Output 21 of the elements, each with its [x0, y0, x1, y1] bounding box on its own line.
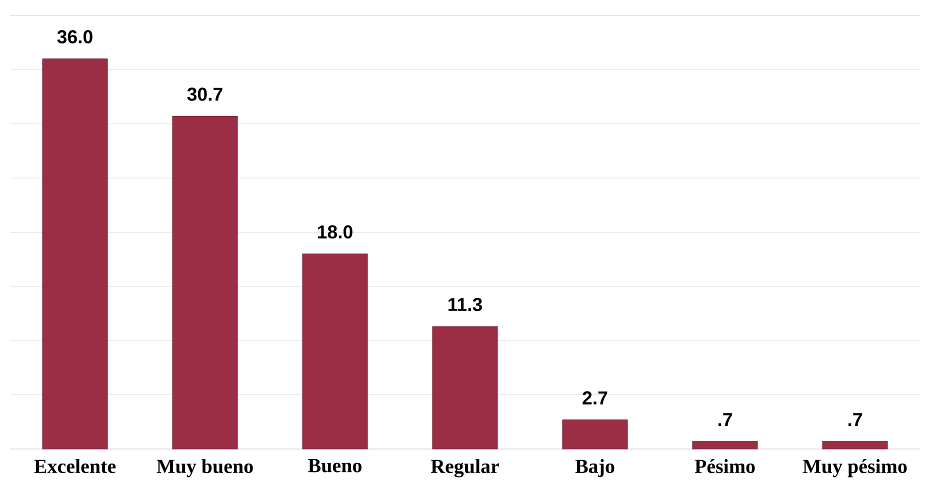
x-tick-label: Excelente	[34, 459, 116, 474]
data-label: 2.7	[582, 391, 608, 404]
x-tick-label: Muy bueno	[156, 459, 253, 478]
data-label: .7	[718, 413, 732, 426]
data-label: 36.0	[57, 30, 92, 44]
data-label: 18.0	[318, 225, 352, 239]
bar	[432, 326, 498, 450]
bar	[172, 116, 238, 450]
x-tick-label: Bueno	[308, 459, 362, 472]
bar	[42, 58, 108, 450]
x-tick-label: Pésimo	[694, 459, 755, 474]
bar	[302, 254, 368, 450]
data-label: 30.7	[187, 88, 222, 101]
x-tick-label: Muy pésimo	[802, 459, 907, 478]
bar	[692, 441, 758, 450]
data-label: .7	[848, 413, 862, 426]
bar	[562, 419, 628, 450]
x-tick-label: Regular	[430, 459, 500, 478]
bar	[822, 441, 888, 450]
x-tick-label: Bajo	[575, 459, 614, 478]
data-label: 11.3	[448, 298, 482, 312]
